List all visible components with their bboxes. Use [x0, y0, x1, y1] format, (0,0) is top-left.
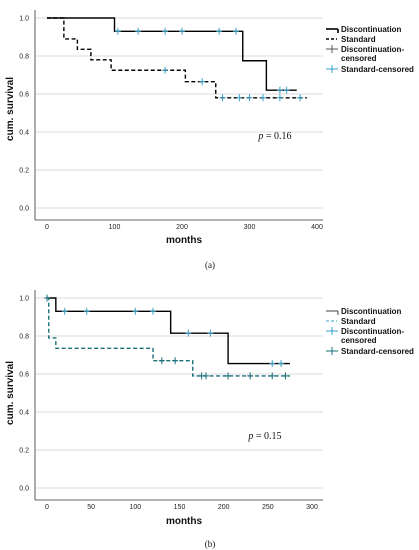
panel-b-legend-discontinuation-censored-2: censored: [341, 336, 377, 345]
y-tick-label: 0.0: [19, 486, 29, 493]
panel-a-legend-discontinuation-censored-1: Discontinuation-: [341, 45, 404, 54]
y-tick-label: 0.6: [19, 372, 29, 379]
panel-b: 0.0 0.2 0.4 0.6 0.8 1.0 0 50 100 150 200 250 300 mo…: [5, 290, 414, 549]
panel-b-series: [44, 294, 290, 380]
panel-a-grid: [35, 17, 323, 209]
x-tick-label: 150: [174, 504, 186, 511]
panel-a-legend-discontinuation-censored-2: censored: [341, 54, 377, 63]
y-tick-label: 0.8: [19, 54, 29, 61]
x-tick-label: 200: [176, 224, 188, 231]
panel-a-p-value: p = 0.16: [257, 131, 291, 142]
series-line-discontinuation: [47, 17, 297, 91]
x-tick-label: 250: [262, 504, 274, 511]
panel-a-yticks: 0.0 0.2 0.4 0.6 0.8 1.0: [19, 16, 29, 213]
panel-a-x-axis-label: months: [166, 235, 203, 246]
panel-a-legend-discontinuation: Discontinuation: [341, 25, 402, 34]
x-tick-label: 0: [45, 224, 49, 231]
panel-b-x-axis-label: months: [166, 516, 203, 527]
series-line-discontinuation: [47, 297, 290, 365]
panel-a: 0.00.20.40.60.81.0 0 100 200 300 400 months …: [5, 10, 414, 270]
x-tick-label: 50: [87, 504, 95, 511]
panel-b-yticks: 0.0 0.2 0.4 0.6 0.8 1.0: [19, 296, 29, 493]
x-tick-label: 300: [244, 224, 256, 231]
y-tick-label: 1.0: [19, 16, 29, 23]
x-tick-label: 400: [311, 224, 323, 231]
panel-a-legend-standard: Standard: [341, 35, 376, 44]
y-tick-label: 0.4: [19, 130, 29, 137]
panel-b-legend-standard-censored: Standard-censored: [341, 347, 414, 356]
panel-a-y-axis-label: cum. survival: [5, 77, 16, 141]
y-tick-label: 0.4: [19, 410, 29, 417]
panel-b-p-value: p = 0.15: [247, 431, 281, 442]
series-line-standard: [47, 297, 290, 377]
y-tick-label: 0.8: [19, 334, 29, 341]
panel-a-legend-standard-censored: Standard-censored: [341, 65, 414, 74]
x-tick-label: 100: [109, 224, 121, 231]
panel-a-legend: Discontinuation Standard Discontinuation…: [326, 25, 414, 74]
series-line-standard: [47, 17, 307, 99]
panel-a-xticks: 0 100 200 300 400: [45, 224, 323, 231]
panel-b-legend-discontinuation: Discontinuation: [341, 307, 402, 316]
x-tick-label: 0: [45, 504, 49, 511]
panel-b-caption: (b): [205, 539, 216, 549]
y-tick-label: 0.2: [19, 168, 29, 175]
y-tick-label: 0.0: [19, 206, 29, 213]
y-tick-label: 1.0: [19, 296, 29, 303]
panel-b-y-axis-label: cum. survival: [5, 361, 16, 425]
y-tick-label: 0.2: [19, 448, 29, 455]
panel-a-caption: (a): [205, 260, 215, 270]
panel-b-legend-discontinuation-censored-1: Discontinuation-: [341, 327, 404, 336]
x-tick-label: 200: [218, 504, 230, 511]
x-tick-label: 100: [129, 504, 141, 511]
x-tick-label: 300: [306, 504, 318, 511]
panel-b-legend-standard: Standard: [341, 317, 376, 326]
panel-b-xticks: 0 50 100 150 200 250 300: [45, 504, 318, 511]
panel-b-grid: [35, 297, 323, 489]
y-tick-label: 0.6: [19, 92, 29, 99]
panel-a-series: [47, 17, 307, 102]
panel-b-legend: Discontinuation Standard Discontinuation…: [326, 307, 414, 356]
